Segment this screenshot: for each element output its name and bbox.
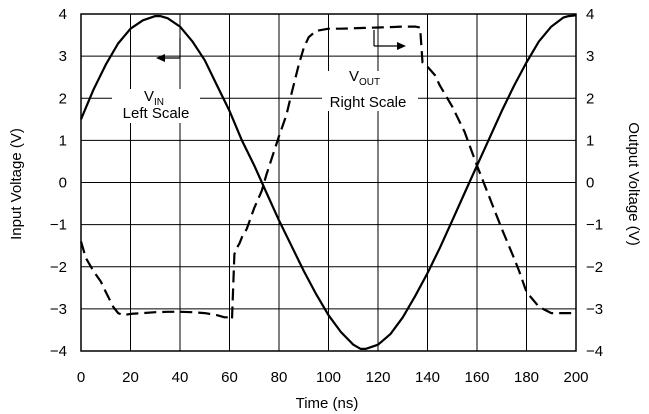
y-tick-label-right: −4 — [586, 343, 603, 360]
vin-label-sub: IN — [154, 97, 164, 108]
y-tick-label-right: −2 — [586, 259, 603, 276]
vout-label-sub: OUT — [359, 77, 380, 88]
vin-label-scale: Left Scale — [123, 105, 190, 122]
x-tick-label: 120 — [365, 369, 390, 386]
y-tick-label-left: −2 — [50, 259, 67, 276]
x-tick-label: 100 — [316, 369, 341, 386]
vin-scale-arrow — [156, 38, 181, 62]
y-tick-label-right: 1 — [586, 132, 594, 149]
y-tick-label-right: −1 — [586, 217, 603, 234]
series-line-vin — [79, 14, 577, 350]
y-tick-label-right: 0 — [586, 175, 594, 192]
x-tick-label: 160 — [464, 369, 489, 386]
vin-label: VIN — [144, 88, 164, 108]
y-tick-label-right: 2 — [586, 90, 594, 107]
x-tick-label: 200 — [563, 369, 588, 386]
y-tick-label-left: 0 — [59, 175, 67, 192]
y-axis-title-right: Output Voltage (V) — [625, 122, 642, 245]
series-line-vout — [79, 25, 576, 321]
y-tick-label-left: 4 — [59, 6, 67, 23]
y-tick-label-left: −1 — [50, 217, 67, 234]
vin-label-bg — [112, 89, 200, 123]
x-tick-label: 20 — [122, 369, 139, 386]
grid — [81, 14, 576, 351]
x-axis-title: Time (ns) — [296, 395, 359, 412]
y-tick-label-left: 3 — [59, 48, 67, 65]
y-tick-label-left: −4 — [50, 343, 67, 360]
y-axis-title-left: Input Voltage (V) — [8, 128, 25, 240]
x-tick-label: 140 — [415, 369, 440, 386]
y-tick-label-left: −3 — [50, 301, 67, 318]
plot-frame — [80, 13, 577, 352]
x-tick-label: 180 — [514, 369, 539, 386]
vout-label-scale: Right Scale — [330, 94, 407, 111]
y-tick-label-left: 1 — [59, 132, 67, 149]
y-tick-label-right: −3 — [586, 301, 603, 318]
series-layer — [79, 14, 577, 350]
vin-label-main: V — [144, 88, 154, 105]
vout-label-main: V — [349, 68, 359, 85]
x-tick-label: 40 — [172, 369, 189, 386]
y-tick-label-left: 2 — [59, 90, 67, 107]
y-tick-label-right: 3 — [586, 48, 594, 65]
y-tick-label-right: 4 — [586, 6, 594, 23]
vout-label: VOUT — [349, 68, 380, 88]
vout-scale-arrow — [373, 30, 406, 50]
x-tick-label: 0 — [77, 369, 85, 386]
x-tick-label: 60 — [221, 369, 238, 386]
vout-label-bg — [322, 71, 418, 111]
x-tick-label: 80 — [271, 369, 288, 386]
